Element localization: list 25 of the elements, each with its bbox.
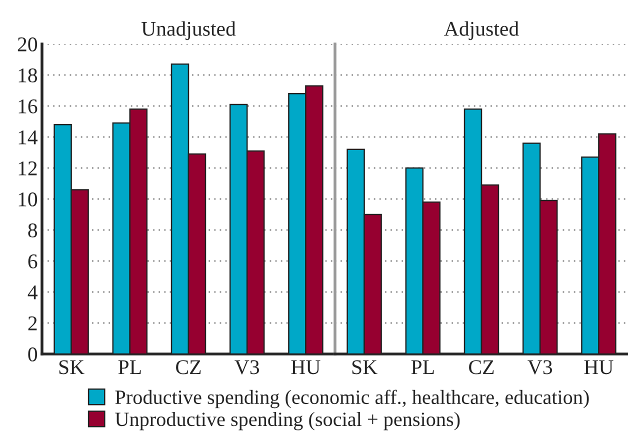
x-tick-label: SK <box>352 360 378 374</box>
x-tick-label: HU <box>584 360 614 374</box>
y-tick-label: 2 <box>28 316 37 330</box>
x-tick-label: PL <box>411 360 434 374</box>
x-tick-label: V3 <box>234 360 260 374</box>
y-tick-label: 8 <box>28 223 38 238</box>
y-tick-label: 12 <box>18 161 37 176</box>
x-tick-label: SK <box>59 360 84 374</box>
y-tick-label: 14 <box>18 130 38 144</box>
y-tick-label: 18 <box>18 68 38 82</box>
y-tick-label: 16 <box>18 99 38 114</box>
legend-label: Productive spending (economic aff., healthcare, education) <box>115 390 589 408</box>
legend-label: Unproductive spending (social + pensions) <box>115 412 460 430</box>
y-tick-label: 10 <box>18 192 38 206</box>
x-tick-label: CZ <box>469 360 494 374</box>
x-tick-label: PL <box>118 360 141 374</box>
chart-title: Unadjusted <box>141 21 236 40</box>
chart-title: Adjusted <box>444 21 519 40</box>
y-tick-label: 20 <box>18 37 38 52</box>
y-tick-label: 6 <box>28 254 38 268</box>
x-tick-label: CZ <box>176 360 201 374</box>
y-tick-label: 4 <box>28 286 38 300</box>
x-tick-label: HU <box>291 360 320 374</box>
x-tick-label: V3 <box>528 360 552 374</box>
y-tick-label: 0 <box>28 347 38 362</box>
